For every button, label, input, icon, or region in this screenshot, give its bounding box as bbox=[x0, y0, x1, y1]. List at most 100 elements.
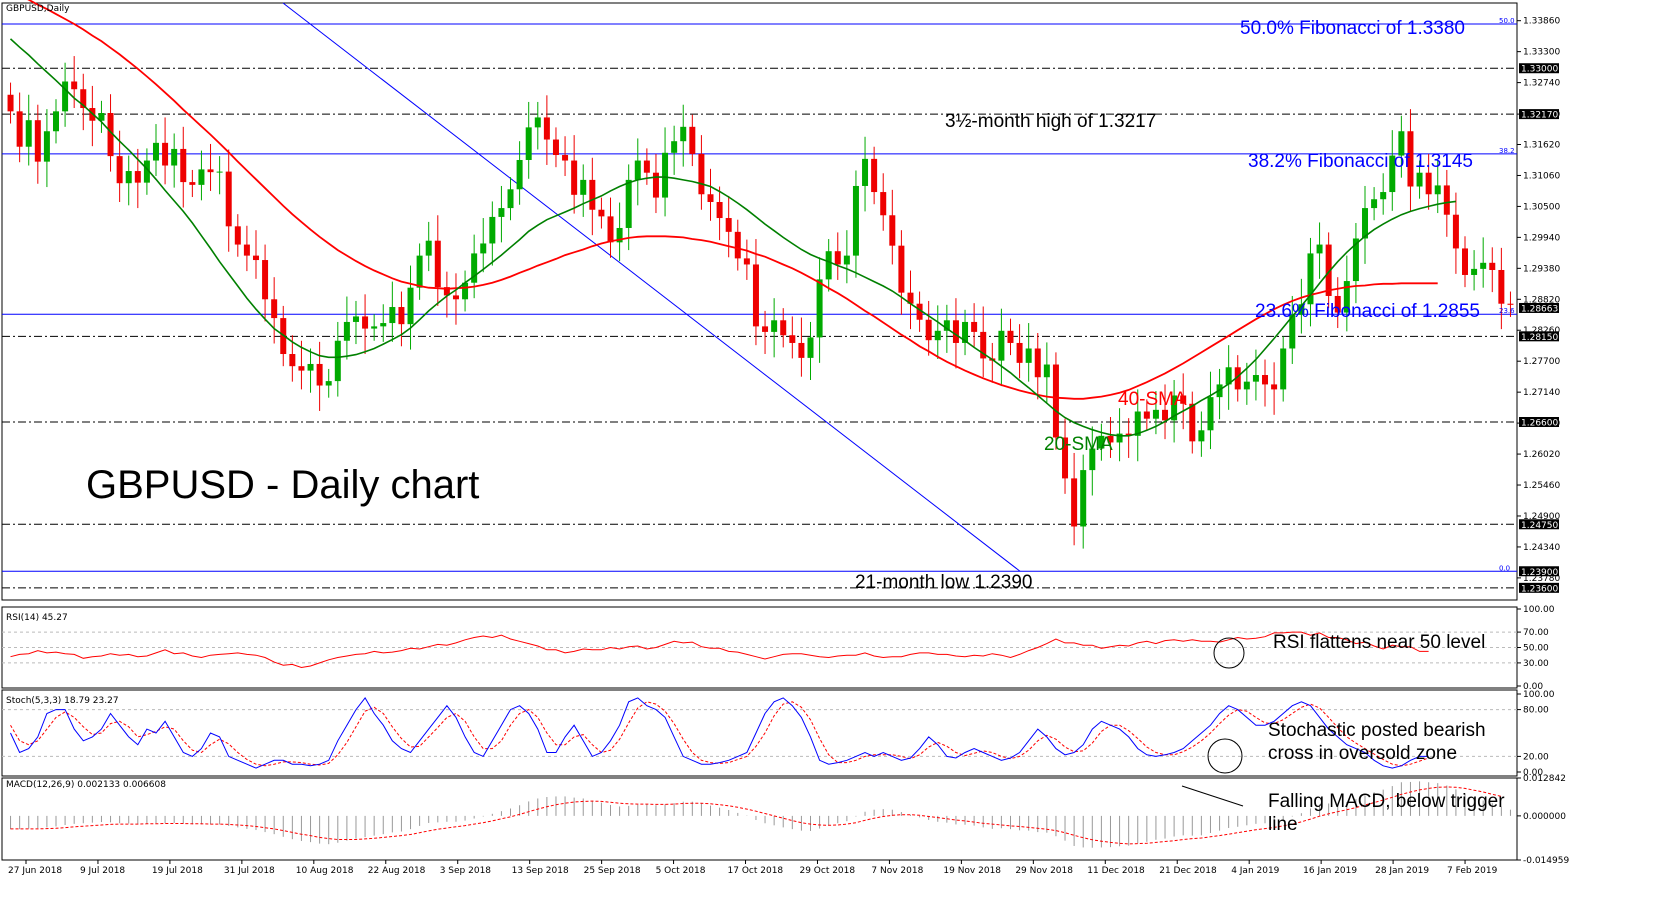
candle-body bbox=[716, 202, 723, 219]
candle-body bbox=[698, 153, 705, 195]
candle-body bbox=[543, 117, 550, 140]
candle-body bbox=[407, 287, 414, 325]
candle-body bbox=[580, 179, 587, 195]
macd-panel-frame bbox=[1, 777, 1518, 861]
sma20-label: 20-SMA bbox=[1044, 434, 1113, 455]
sma20-line bbox=[9, 38, 1457, 437]
candle-body bbox=[1316, 244, 1323, 254]
candle-body bbox=[1389, 155, 1396, 193]
candle-body bbox=[343, 321, 350, 341]
candle-body bbox=[316, 363, 323, 386]
price-axis: 1.33860 1.33300 1.32740 1.32170 1.31620 1.310… bbox=[1499, 17, 1560, 595]
candle-body bbox=[1252, 375, 1259, 382]
candle-body bbox=[834, 251, 841, 265]
candle-body bbox=[916, 303, 923, 320]
candle-body bbox=[743, 258, 750, 265]
candle-body bbox=[1198, 430, 1205, 442]
candle-body bbox=[889, 215, 896, 246]
candle-body bbox=[1225, 367, 1232, 385]
candle-body bbox=[52, 111, 59, 132]
candle-body bbox=[671, 141, 678, 153]
main-header: GBPUSD,Daily bbox=[6, 4, 70, 14]
candle-body bbox=[1052, 364, 1059, 438]
candle-body bbox=[16, 111, 23, 147]
candle-body bbox=[1325, 244, 1332, 296]
candle-body bbox=[925, 319, 932, 341]
candle-body bbox=[380, 323, 387, 327]
candles bbox=[7, 56, 1514, 549]
candle-body bbox=[234, 226, 241, 245]
candle-body bbox=[252, 255, 259, 261]
candle-body bbox=[262, 260, 269, 300]
candle-body bbox=[225, 171, 232, 227]
rsi-tick-label: 100.00 bbox=[1523, 605, 1555, 615]
candle-body bbox=[1007, 330, 1014, 343]
candle-body bbox=[562, 155, 569, 161]
candle-body bbox=[1298, 304, 1305, 315]
candle-body bbox=[189, 182, 196, 185]
candle-body bbox=[807, 337, 814, 358]
sma40-label: 40-SMA bbox=[1118, 389, 1187, 410]
candle-body bbox=[907, 292, 914, 304]
candle-body bbox=[1080, 470, 1087, 527]
candle-body bbox=[789, 335, 796, 343]
candle-body bbox=[1189, 403, 1196, 442]
stoch-tick-label: 0.00 bbox=[1523, 768, 1543, 778]
candle-body bbox=[1507, 303, 1514, 305]
date-tick-label: 22 Aug 2018 bbox=[368, 866, 426, 876]
candle-body bbox=[462, 282, 469, 300]
date-tick-label: 27 Jun 2018 bbox=[8, 866, 62, 876]
candle-body bbox=[898, 245, 905, 293]
candle-body bbox=[516, 159, 523, 190]
candle-body bbox=[998, 330, 1005, 361]
candle-body bbox=[1125, 433, 1132, 436]
candle-body bbox=[489, 216, 496, 244]
stochastic-panel: 100.00 80.00 20.00 0.00 bbox=[1, 689, 1555, 778]
price-panel: 1.33860 1.33300 1.32740 1.32170 1.31620 1.310… bbox=[1, 0, 1560, 601]
candle-body bbox=[207, 169, 214, 173]
candle-body bbox=[1171, 395, 1178, 421]
candle-body bbox=[525, 127, 532, 160]
date-tick-label: 21 Dec 2018 bbox=[1159, 866, 1217, 876]
price-tick-label: 1.28260 bbox=[1523, 326, 1560, 336]
candle-body bbox=[416, 255, 423, 288]
fib-23-label: 23.6% Fibonacci of 1.2855 bbox=[1255, 301, 1480, 322]
level-tag-box bbox=[1519, 331, 1559, 342]
level-tag-label: 1.23600 bbox=[1521, 584, 1558, 594]
candle-body bbox=[980, 331, 987, 359]
candle-body bbox=[507, 189, 514, 209]
date-tick-label: 4 Jan 2019 bbox=[1231, 866, 1279, 876]
date-tick-label: 10 Aug 2018 bbox=[296, 866, 354, 876]
chart-title: GBPUSD - Daily chart bbox=[86, 463, 479, 507]
candle-body bbox=[389, 307, 396, 324]
rsi-tick-label: 0.00 bbox=[1523, 682, 1543, 692]
price-tick-label: 1.33860 bbox=[1523, 17, 1560, 27]
candle-body bbox=[707, 194, 714, 202]
candle-body bbox=[1089, 448, 1096, 471]
low-annotation: 21-month low 1.2390 bbox=[855, 572, 1032, 593]
candle-body bbox=[243, 244, 250, 256]
price-tick-label: 1.29380 bbox=[1523, 264, 1560, 274]
candle-body bbox=[480, 243, 487, 254]
macd-header: MACD(12,26,9) 0.002133 0.006608 bbox=[6, 780, 166, 790]
candle-body bbox=[1480, 262, 1487, 269]
candle-body bbox=[871, 158, 878, 193]
macd-tick-label: 0.012842 bbox=[1523, 774, 1566, 784]
candle-body bbox=[1180, 395, 1187, 404]
candle-body bbox=[107, 113, 114, 157]
level-tag-label: 1.28150 bbox=[1521, 333, 1558, 343]
candle-body bbox=[598, 209, 605, 217]
rsi-annotation: RSI flattens near 50 level bbox=[1273, 632, 1485, 653]
candle-body bbox=[352, 316, 359, 322]
date-tick-label: 19 Nov 2018 bbox=[943, 866, 1001, 876]
price-tick-label: 1.32740 bbox=[1523, 79, 1560, 89]
candle-body bbox=[471, 253, 478, 283]
date-tick-label: 25 Sep 2018 bbox=[584, 866, 641, 876]
candle-body bbox=[152, 142, 159, 161]
rsi-line bbox=[10, 631, 1429, 669]
candle-body bbox=[1062, 437, 1069, 479]
candle-body bbox=[1371, 199, 1378, 209]
candle-body bbox=[1152, 409, 1159, 419]
candle-body bbox=[852, 185, 859, 256]
